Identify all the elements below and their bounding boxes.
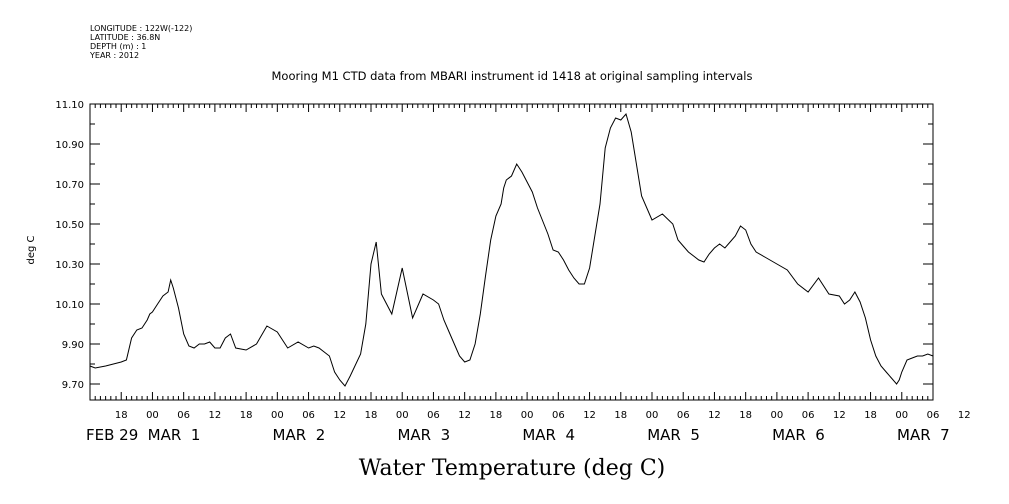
- x-tick-label: 18: [365, 410, 378, 421]
- x-tick-label: 00: [895, 410, 908, 421]
- x-tick-label: 12: [458, 410, 471, 421]
- x-tick-label: 12: [833, 410, 846, 421]
- x-tick-label: 06: [802, 410, 815, 421]
- x-tick-label: 12: [958, 410, 971, 421]
- y-tick-label: 10.50: [55, 220, 84, 231]
- y-tick-label: 10.30: [55, 260, 84, 271]
- temperature-series-line: [89, 112, 934, 387]
- year-label: YEAR : 2012: [89, 51, 139, 60]
- x-axis-label: Water Temperature (deg C): [359, 456, 666, 481]
- axis-ticks: [89, 103, 934, 400]
- plot-frame: [89, 103, 934, 401]
- x-tick-label: 00: [521, 410, 534, 421]
- x-date-label: MAR 7: [897, 426, 950, 444]
- x-tick-label: 18: [739, 410, 752, 421]
- x-date-label: MAR 3: [397, 426, 450, 444]
- y-tick-label: 9.90: [62, 340, 84, 351]
- y-tick-label: 11.10: [55, 100, 84, 111]
- x-date-label: MAR 5: [647, 426, 700, 444]
- x-tick-label: 00: [646, 410, 659, 421]
- x-tick-label: 00: [771, 410, 784, 421]
- y-tick-label: 10.70: [55, 180, 84, 191]
- x-tick-label: 00: [271, 410, 284, 421]
- y-tick-label: 9.70: [62, 380, 84, 391]
- x-date-label: MAR 1: [148, 426, 201, 444]
- x-date-labels: FEB 29 MAR 1 MAR 2 MAR 3 MAR 4 MAR 5 MAR 6 MAR …: [86, 426, 950, 444]
- x-tick-label: 12: [333, 410, 346, 421]
- x-tick-label: 06: [677, 410, 690, 421]
- depth-label: DEPTH (m) : 1: [90, 42, 146, 51]
- longitude-label: LONGITUDE : 122W(-122): [90, 24, 192, 33]
- chart-title: Mooring M1 CTD data from MBARI instrumen…: [272, 69, 753, 83]
- x-tick-label: 18: [240, 410, 253, 421]
- x-tick-label: 18: [614, 410, 627, 421]
- x-tick-label: 06: [552, 410, 565, 421]
- x-date-label: MAR 6: [772, 426, 825, 444]
- x-tick-labels: 18 00 06 12 18 00 06 12 18 00 06 12 18 00 06 12 18 00 06 12…: [115, 410, 971, 421]
- x-tick-label: 18: [115, 410, 128, 421]
- x-date-label: FEB 29: [86, 426, 138, 444]
- x-tick-label: 18: [490, 410, 503, 421]
- y-tick-labels: 11.10 10.90 10.70 10.50 10.30 10.10 9.90 9.70: [55, 100, 84, 391]
- x-tick-label: 00: [146, 410, 159, 421]
- x-tick-label: 06: [302, 410, 315, 421]
- x-tick-label: 00: [396, 410, 409, 421]
- x-date-label: MAR 2: [273, 426, 326, 444]
- x-tick-label: 12: [209, 410, 222, 421]
- latitude-label: LATITUDE : 36.8N: [90, 33, 160, 42]
- y-tick-label: 10.90: [55, 140, 84, 151]
- x-tick-label: 06: [177, 410, 190, 421]
- x-tick-label: 12: [708, 410, 721, 421]
- x-tick-label: 06: [427, 410, 440, 421]
- x-tick-label: 06: [927, 410, 940, 421]
- x-tick-label: 18: [864, 410, 877, 421]
- y-tick-label: 10.10: [55, 300, 84, 311]
- x-tick-label: 12: [583, 410, 596, 421]
- x-date-label: MAR 4: [522, 426, 575, 444]
- y-axis-label: deg C: [26, 235, 37, 264]
